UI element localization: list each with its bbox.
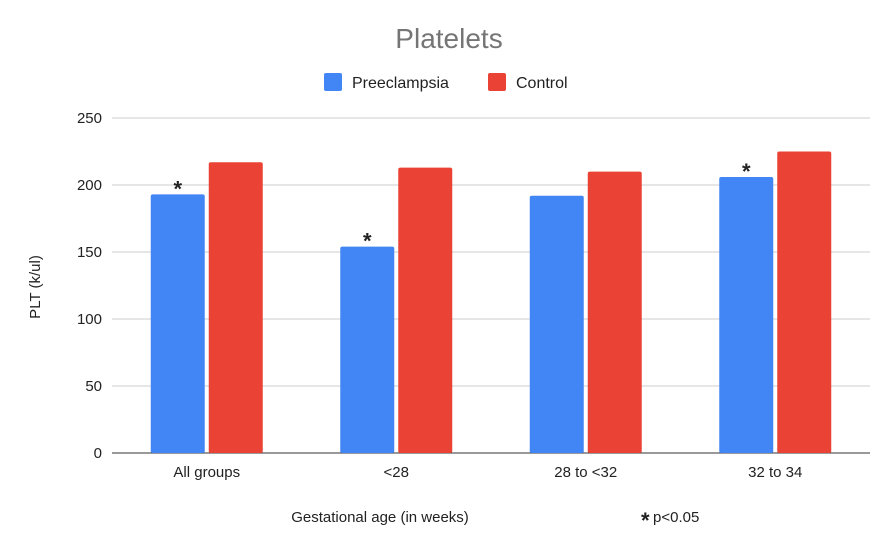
legend-label-preeclampsia: Preeclampsia: [352, 75, 449, 92]
bar-preeclampsia-3: [529, 195, 584, 453]
y-tick-label: 200: [77, 177, 102, 194]
x-tick-label: 32 to 34: [748, 464, 802, 481]
bar-preeclampsia-1: [150, 194, 205, 453]
y-tick-label: 0: [94, 445, 102, 462]
bar-preeclampsia-4: [719, 176, 774, 453]
significance-markers: * * *: [173, 159, 751, 254]
legend: Preeclampsia Control: [324, 73, 568, 92]
x-tick-label: <28: [384, 464, 409, 481]
significance-note: * p<0.05: [641, 508, 699, 533]
chart-title: Platelets: [395, 23, 502, 54]
significance-star: *: [742, 159, 751, 184]
x-tick-label: All groups: [173, 464, 240, 481]
significance-star: *: [363, 229, 372, 254]
x-axis-label: Gestational age (in weeks): [291, 509, 469, 526]
y-tick-label: 100: [77, 311, 102, 328]
bar-control-3: [587, 171, 642, 453]
significance-star: *: [173, 176, 182, 201]
x-tick-label: 28 to <32: [554, 464, 617, 481]
y-tick-label: 50: [85, 378, 102, 395]
legend-swatch-control: [488, 73, 506, 91]
bar-control-1: [208, 162, 263, 453]
bar-control-2: [398, 167, 453, 453]
significance-note-text: p<0.05: [653, 509, 699, 526]
x-tick-labels: All groups <28 28 to <32 32 to 34: [173, 464, 802, 481]
bar-preeclampsia-2: [340, 246, 395, 453]
legend-swatch-preeclampsia: [324, 73, 342, 91]
significance-note-marker: *: [641, 508, 650, 533]
legend-label-control: Control: [516, 75, 568, 92]
y-tick-labels: 0 50 100 150 200 250: [77, 110, 102, 462]
y-axis-label: PLT (k/ul): [27, 255, 44, 319]
y-tick-label: 250: [77, 110, 102, 127]
bars: [150, 151, 832, 453]
bar-control-4: [777, 151, 832, 453]
y-tick-label: 150: [77, 244, 102, 261]
